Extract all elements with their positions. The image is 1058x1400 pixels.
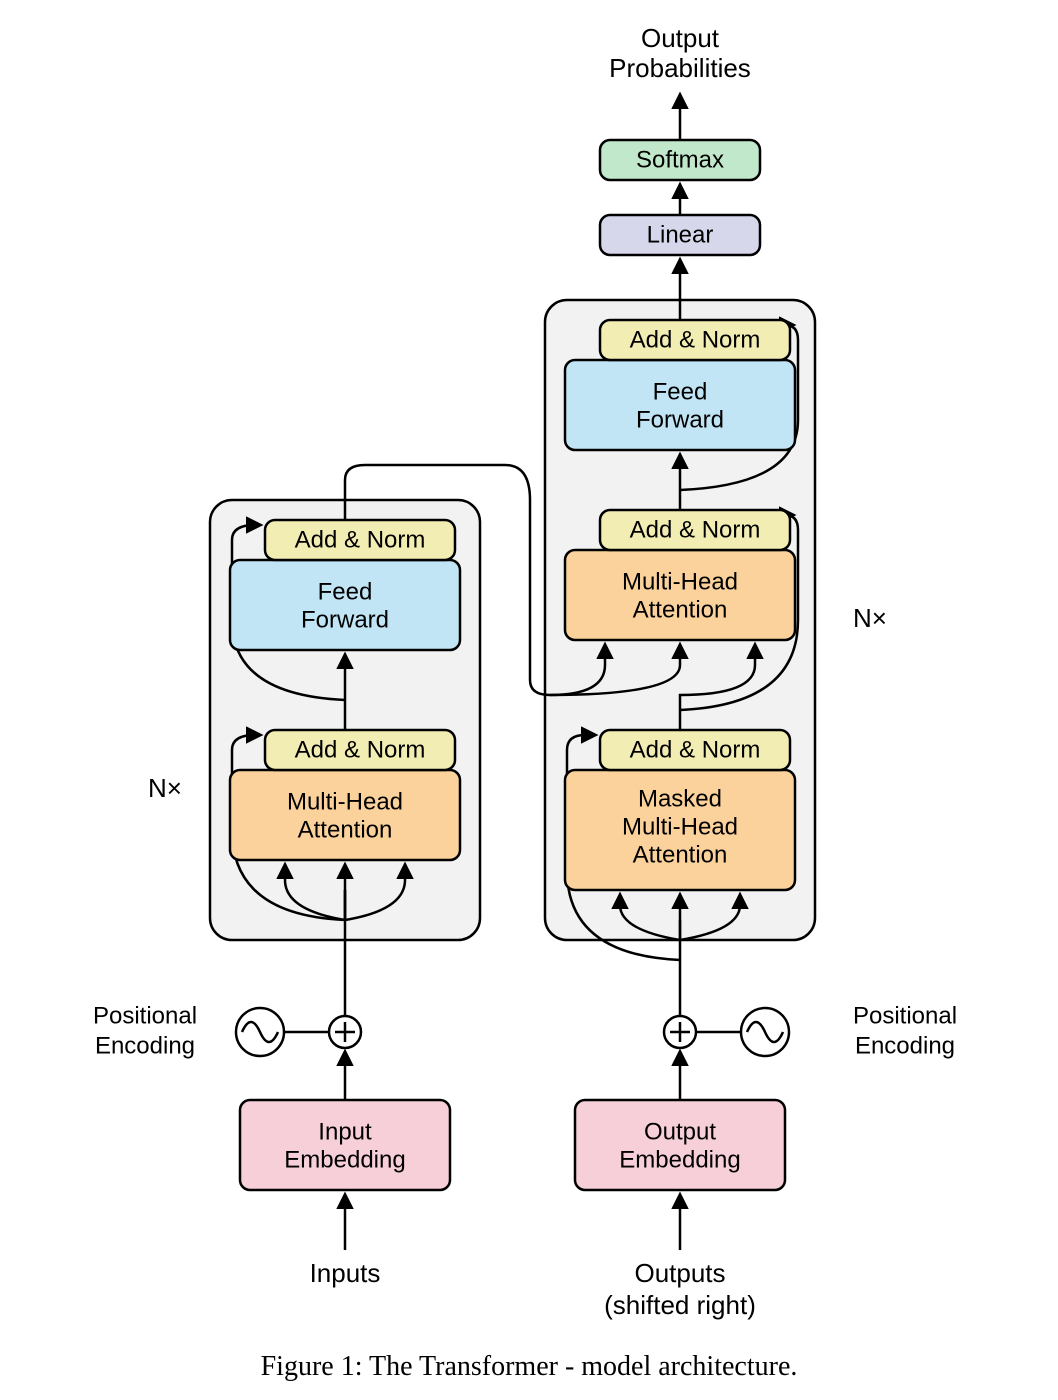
inputs-label: Inputs: [310, 1258, 381, 1288]
enc-mha-l2: Attention: [298, 816, 393, 843]
output-embedding-block: Output Embedding: [575, 1100, 785, 1190]
linear-label: Linear: [647, 221, 714, 248]
dec-mha-l1: Multi-Head: [622, 568, 738, 595]
pe-right-plus-icon: [664, 1016, 696, 1048]
outputs-label-l1: Outputs: [634, 1258, 725, 1288]
pe-right-l2: Encoding: [855, 1032, 955, 1059]
linear-block: Linear: [600, 215, 760, 255]
outputs-label-l2: (shifted right): [604, 1290, 756, 1320]
dec-addnorm1-label: Add & Norm: [630, 736, 761, 763]
dec-mask-l2: Multi-Head: [622, 813, 738, 840]
pe-left-plus-icon: [329, 1016, 361, 1048]
decoder-maskedattn-group: Add & Norm Masked Multi-Head Attention: [565, 730, 795, 890]
enc-ff-l1: Feed: [318, 578, 373, 605]
enc-ff-l2: Forward: [301, 606, 389, 633]
transformer-architecture-figure: Softmax Linear Add & Norm Feed Forward A…: [0, 0, 1058, 1400]
inemb-l1: Input: [318, 1118, 372, 1145]
softmax-label: Softmax: [636, 146, 724, 173]
nx-decoder: N×: [853, 603, 887, 633]
pe-right-sine-icon: [741, 1008, 789, 1056]
softmax-block: Softmax: [600, 140, 760, 180]
outemb-l2: Embedding: [619, 1146, 740, 1173]
output-prob-l1: Output: [641, 23, 720, 53]
inemb-l2: Embedding: [284, 1146, 405, 1173]
output-prob-l2: Probabilities: [609, 53, 751, 83]
decoder-crossattn-group: Add & Norm Multi-Head Attention: [565, 510, 795, 640]
dec-mha-l2: Attention: [633, 596, 728, 623]
pe-left-l1: Positional: [93, 1002, 197, 1029]
dec-mask-l3: Attention: [633, 841, 728, 868]
nx-encoder: N×: [148, 773, 182, 803]
enc-mha-l1: Multi-Head: [287, 788, 403, 815]
enc-addnorm1-label: Add & Norm: [295, 736, 426, 763]
dec-addnorm3-label: Add & Norm: [630, 326, 761, 353]
dec-ff-l2: Forward: [636, 406, 724, 433]
outemb-l1: Output: [644, 1118, 716, 1145]
dec-ff-l1: Feed: [653, 378, 708, 405]
enc-addnorm2-label: Add & Norm: [295, 526, 426, 553]
diagram-svg: Softmax Linear Add & Norm Feed Forward A…: [0, 0, 1058, 1400]
figure-caption: Figure 1: The Transformer - model archit…: [261, 1351, 798, 1382]
pe-left-sine-icon: [236, 1008, 284, 1056]
dec-addnorm2-label: Add & Norm: [630, 516, 761, 543]
pe-right-l1: Positional: [853, 1002, 957, 1029]
encoder-attn-group: Add & Norm Multi-Head Attention: [230, 730, 460, 860]
encoder-feedforward-group: Add & Norm Feed Forward: [230, 520, 460, 650]
input-embedding-block: Input Embedding: [240, 1100, 450, 1190]
decoder-feedforward-group: Add & Norm Feed Forward: [565, 320, 795, 450]
dec-mask-l1: Masked: [638, 785, 722, 812]
pe-left-l2: Encoding: [95, 1032, 195, 1059]
